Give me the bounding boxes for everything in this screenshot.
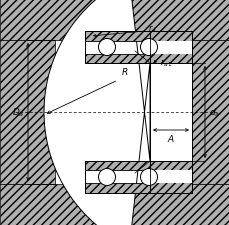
Bar (85, 32, 191, 41)
Bar (85, 32, 191, 42)
Circle shape (98, 169, 115, 186)
Bar (149, 170, 191, 183)
Text: $r_a$: $r_a$ (147, 23, 156, 35)
Bar (149, 32, 191, 64)
Bar (149, 161, 191, 193)
Bar (85, 161, 149, 170)
Bar (85, 183, 191, 193)
Bar (85, 170, 191, 183)
Text: $d_a$: $d_a$ (208, 106, 220, 119)
Text: $A$: $A$ (166, 132, 174, 143)
Bar (85, 55, 149, 64)
Polygon shape (44, 0, 149, 225)
Polygon shape (0, 0, 229, 41)
Bar (149, 42, 191, 55)
Polygon shape (0, 184, 229, 225)
Circle shape (98, 39, 115, 56)
Bar (149, 64, 191, 161)
Text: $D_a$: $D_a$ (12, 106, 24, 119)
Text: $r_{a1}$: $r_{a1}$ (159, 57, 172, 68)
Polygon shape (0, 41, 55, 184)
Polygon shape (191, 41, 229, 184)
Bar (85, 32, 191, 64)
Circle shape (140, 39, 157, 56)
Text: $R$: $R$ (120, 66, 128, 77)
Bar (85, 42, 191, 55)
Circle shape (140, 169, 157, 186)
Bar (85, 161, 191, 193)
